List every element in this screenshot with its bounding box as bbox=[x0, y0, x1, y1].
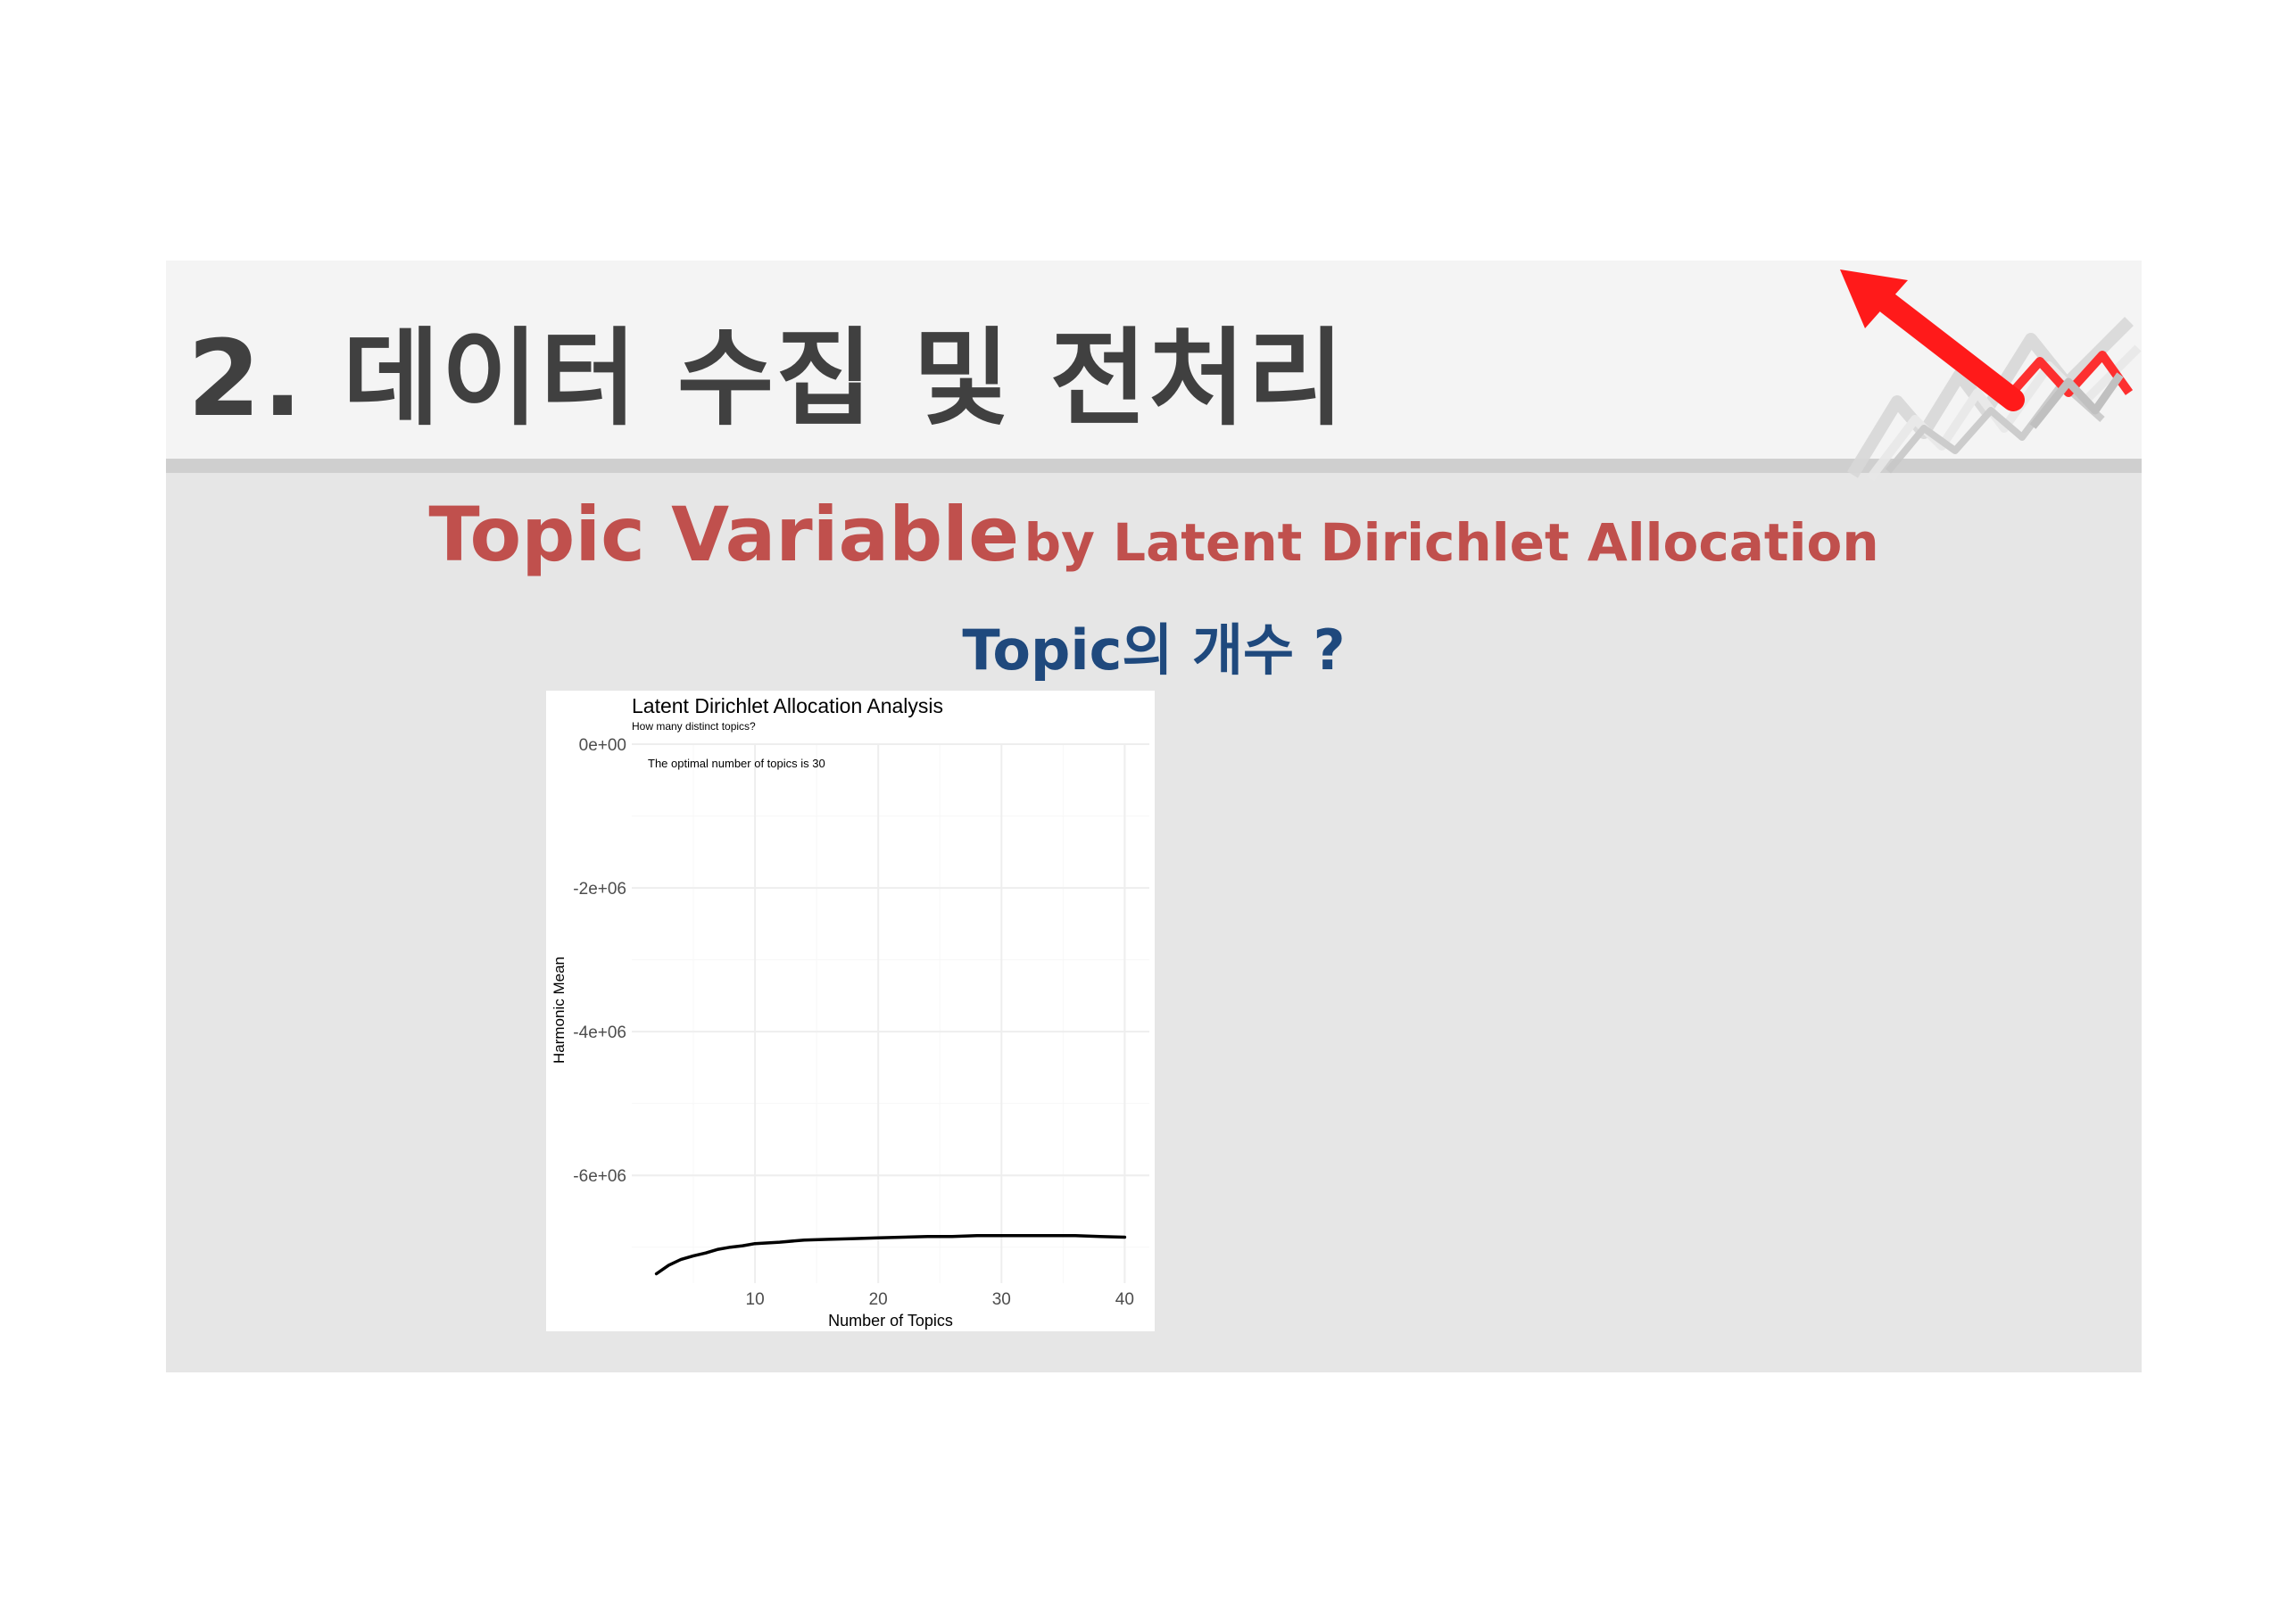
chart-title: Latent Dirichlet Allocation Analysis bbox=[632, 694, 943, 717]
chart-annotation: The optimal number of topics is 30 bbox=[648, 757, 825, 770]
chart-subtitle: How many distinct topics? bbox=[632, 720, 756, 733]
slide-title: 2. 데이터 수집 및 전처리 bbox=[187, 317, 1347, 440]
x-tick-label: 20 bbox=[869, 1290, 888, 1309]
lda-chart: Latent Dirichlet Allocation Analysis How… bbox=[546, 691, 1155, 1331]
y-tick-label: -4e+06 bbox=[573, 1023, 626, 1042]
slide-heading: Topic Variable by Latent Dirichlet Alloc… bbox=[166, 491, 2142, 578]
x-axis-label: Number of Topics bbox=[828, 1312, 953, 1330]
chart-series bbox=[654, 1234, 1127, 1276]
x-tick-label: 10 bbox=[746, 1290, 765, 1309]
x-tick-label: 40 bbox=[1115, 1290, 1134, 1309]
header-band bbox=[166, 261, 2142, 459]
y-axis-label: Harmonic Mean bbox=[551, 957, 568, 1064]
y-tick-label: 0e+00 bbox=[579, 736, 626, 755]
chart-grid bbox=[632, 743, 1149, 1283]
heading-main: Topic Variable bbox=[428, 491, 1020, 578]
slide: 2. 데이터 수집 및 전처리 Topic Variable by Latent… bbox=[166, 261, 2142, 1372]
y-axis-ticks: 0e+00 -2e+06 -4e+06 -6e+06 bbox=[573, 736, 626, 1186]
x-axis-ticks: 10 20 30 40 bbox=[746, 1290, 1134, 1309]
y-tick-label: -6e+06 bbox=[573, 1167, 626, 1186]
red-arrow-growth-chart-icon bbox=[1840, 269, 2142, 482]
series-line bbox=[654, 1234, 1127, 1276]
chart-svg: Latent Dirichlet Allocation Analysis How… bbox=[551, 694, 1149, 1330]
header-divider bbox=[166, 459, 2142, 473]
x-tick-label: 30 bbox=[992, 1290, 1011, 1309]
slide-subheading: Topic의 개수 ? bbox=[962, 617, 1346, 683]
y-tick-label: -2e+06 bbox=[573, 880, 626, 899]
heading-sub: by Latent Dirichlet Allocation bbox=[1024, 512, 1879, 573]
